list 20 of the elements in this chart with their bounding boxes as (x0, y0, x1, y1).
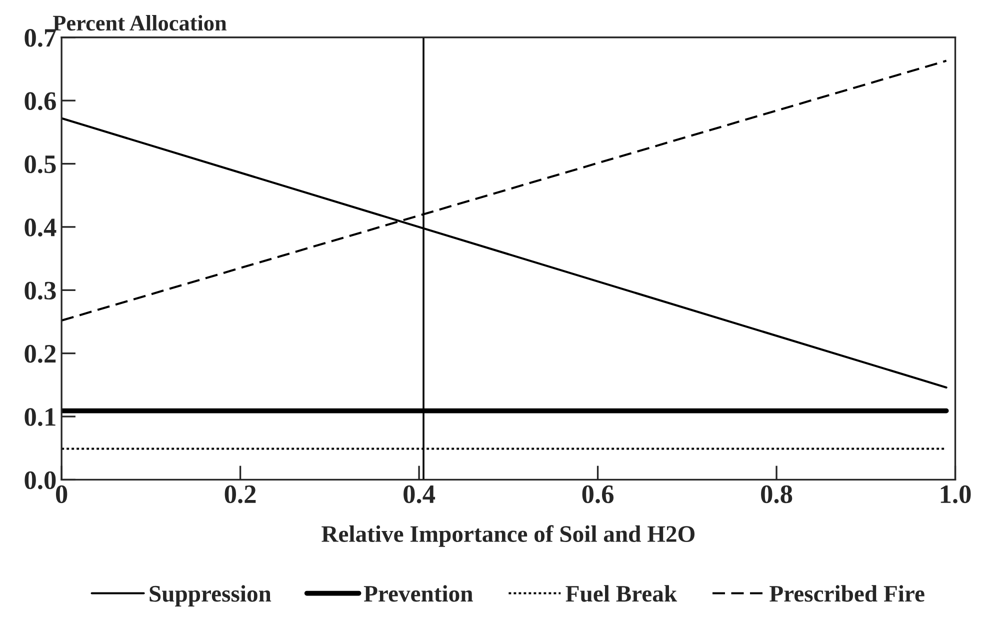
legend-label: Suppression (150, 585, 272, 607)
legend-label: Prevention (364, 585, 473, 602)
x-tick-label: 0.4 (404, 485, 436, 504)
y-axis-title: Percent Allocation (53, 15, 227, 31)
y-tick-label: 0.1 (24, 408, 56, 426)
x-tick-label: 0.2 (224, 485, 256, 504)
x-tick-label: 1.0 (940, 485, 971, 504)
y-tick-label: 0.3 (24, 282, 56, 300)
y-tick-label: 0.2 (24, 344, 56, 363)
x-axis-title: Relative Importance of Soil and H2O (322, 525, 695, 547)
legend-label: Fuel Break (566, 585, 678, 602)
y-tick-label: 0.5 (24, 155, 56, 174)
y-tick-label: 0.0 (24, 471, 56, 490)
y-tick-label: 0.4 (24, 218, 56, 236)
x-tick-label: 0.8 (761, 485, 792, 504)
y-tick-label: 0.7 (24, 28, 56, 47)
x-tick-label: 0 (56, 485, 68, 504)
x-tick-label: 0.6 (582, 485, 614, 504)
legend-label: Prescribed Fire (770, 585, 924, 602)
y-tick-label: 0.6 (24, 92, 56, 110)
